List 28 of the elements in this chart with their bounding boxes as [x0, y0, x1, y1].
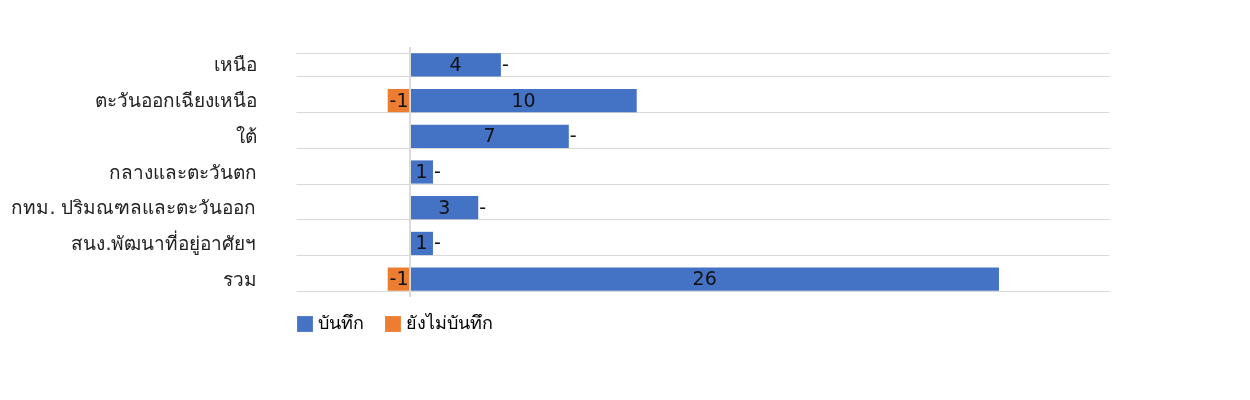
data-label: -1	[389, 267, 409, 290]
bar	[410, 267, 999, 291]
bar	[410, 88, 637, 113]
data-label: 1	[415, 231, 428, 254]
y-tick-label: รวม	[222, 267, 257, 290]
y-tick-label: กทม. ปริมณฑลและตะวันออก	[11, 196, 257, 219]
y-tick-label: เหนือ	[213, 53, 257, 76]
data-label: -1	[389, 88, 409, 111]
legend-label: ยังไม่บันทึก	[406, 312, 493, 333]
data-label: -	[433, 231, 441, 254]
data-label: 10	[511, 88, 536, 111]
bar	[410, 124, 569, 148]
data-label: 4	[449, 52, 462, 75]
legend-label: บันทึก	[318, 312, 364, 333]
y-tick-label: สนง.พัฒนาที่อยู่อาศัยฯ	[71, 229, 257, 255]
data-label: 26	[692, 267, 717, 290]
y-tick-label: ตะวันออกเฉียงเหนือ	[94, 89, 257, 112]
data-label: -	[433, 160, 441, 182]
bar	[410, 53, 501, 77]
y-tick-label: กลางและตะวันตก	[108, 160, 257, 183]
data-label: 3	[438, 195, 451, 218]
bar	[410, 196, 479, 220]
data-label: 7	[483, 124, 496, 147]
data-label: -	[569, 124, 577, 147]
data-label: -	[479, 195, 487, 218]
data-label: 1	[415, 160, 428, 182]
y-tick-label: ใต้	[235, 124, 257, 147]
data-label: -	[501, 52, 509, 75]
